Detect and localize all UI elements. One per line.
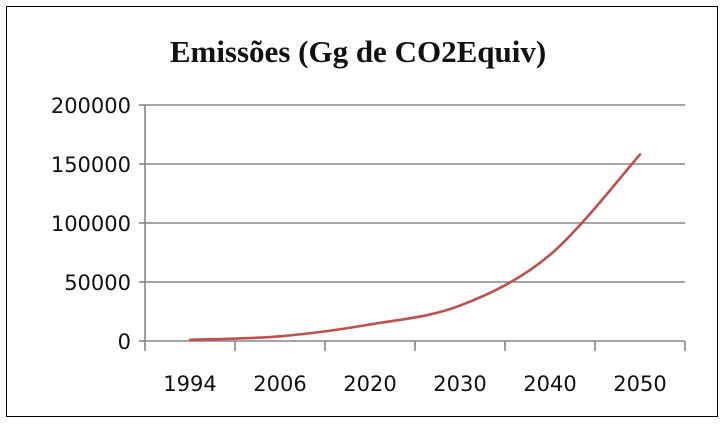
series-line	[189, 153, 641, 342]
gridlines	[145, 104, 685, 283]
data-point	[458, 304, 462, 307]
chart-title: Emissões (Gg de CO2Equiv)	[170, 34, 546, 69]
x-tick-label: 2050	[613, 372, 666, 396]
x-tick-label: 2006	[253, 372, 306, 396]
x-tick-label: 1994	[163, 372, 216, 396]
y-tick-label: 200000	[51, 94, 131, 118]
data-point	[278, 334, 282, 338]
y-tick-label: 0	[118, 330, 131, 354]
x-tick-label: 2020	[343, 372, 396, 396]
data-point	[548, 253, 552, 257]
y-axis-tick-labels: 0 50000 100000 150000 200000	[51, 94, 131, 354]
data-point	[638, 153, 642, 156]
x-tick-label: 2040	[523, 372, 576, 396]
data-point	[188, 338, 192, 342]
y-tick-label: 100000	[51, 212, 131, 236]
chart-frame	[6, 6, 718, 417]
x-axis-tick-labels: 1994 2006 2020 2030 2040 2050	[163, 372, 666, 396]
series-group	[188, 153, 642, 342]
data-point	[368, 323, 372, 326]
x-tick-label: 2030	[433, 372, 486, 396]
y-tick-label: 50000	[64, 271, 131, 295]
axes	[139, 104, 686, 351]
y-tick-label: 150000	[51, 153, 131, 177]
